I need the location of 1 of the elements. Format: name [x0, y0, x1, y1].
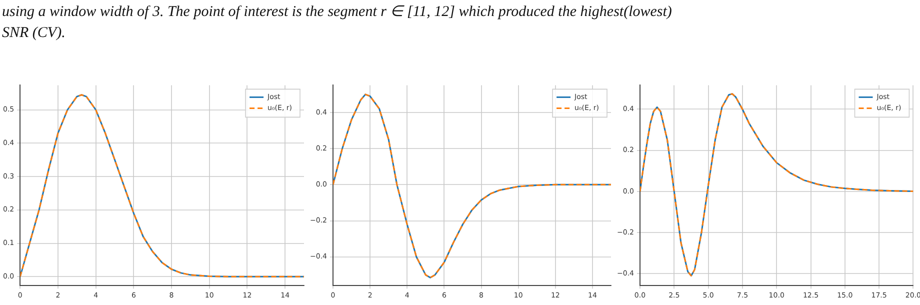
text: using a window width of 3. The point of interest is the segment r ∈ [11, 12] which produced the highest(lowest) SNR (CV). — [2, 3, 673, 43]
